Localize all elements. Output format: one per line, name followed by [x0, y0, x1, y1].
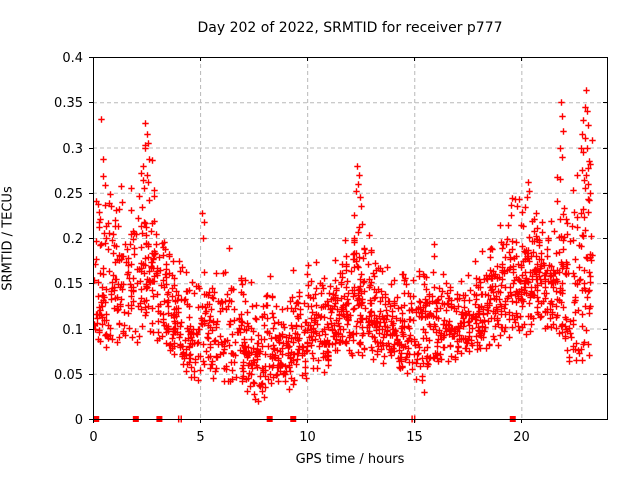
plot-border: [93, 57, 608, 420]
x-tick-label: 10: [299, 430, 316, 445]
y-tick-label: 0.15: [54, 277, 83, 292]
chart-title: Day 202 of 2022, SRMTID for receiver p77…: [197, 20, 503, 36]
y-tick-label: 0.3: [62, 142, 83, 157]
x-tick-label: 0: [89, 430, 97, 445]
x-tick-label: 5: [196, 430, 204, 445]
y-tick-label: 0.05: [54, 368, 83, 383]
y-tick-label: 0.4: [62, 51, 83, 66]
y-tick-label: 0.1: [62, 323, 83, 338]
x-tick-label: 20: [513, 430, 530, 445]
y-tick-label: 0.25: [54, 187, 83, 202]
scatter-points: [93, 87, 596, 405]
x-tick-label: 15: [406, 430, 423, 445]
y-tick-label: 0.2: [62, 232, 83, 247]
y-tick-label: 0: [75, 413, 83, 428]
x-axis-label: GPS time / hours: [295, 452, 405, 467]
y-tick-label: 0.35: [54, 96, 83, 111]
